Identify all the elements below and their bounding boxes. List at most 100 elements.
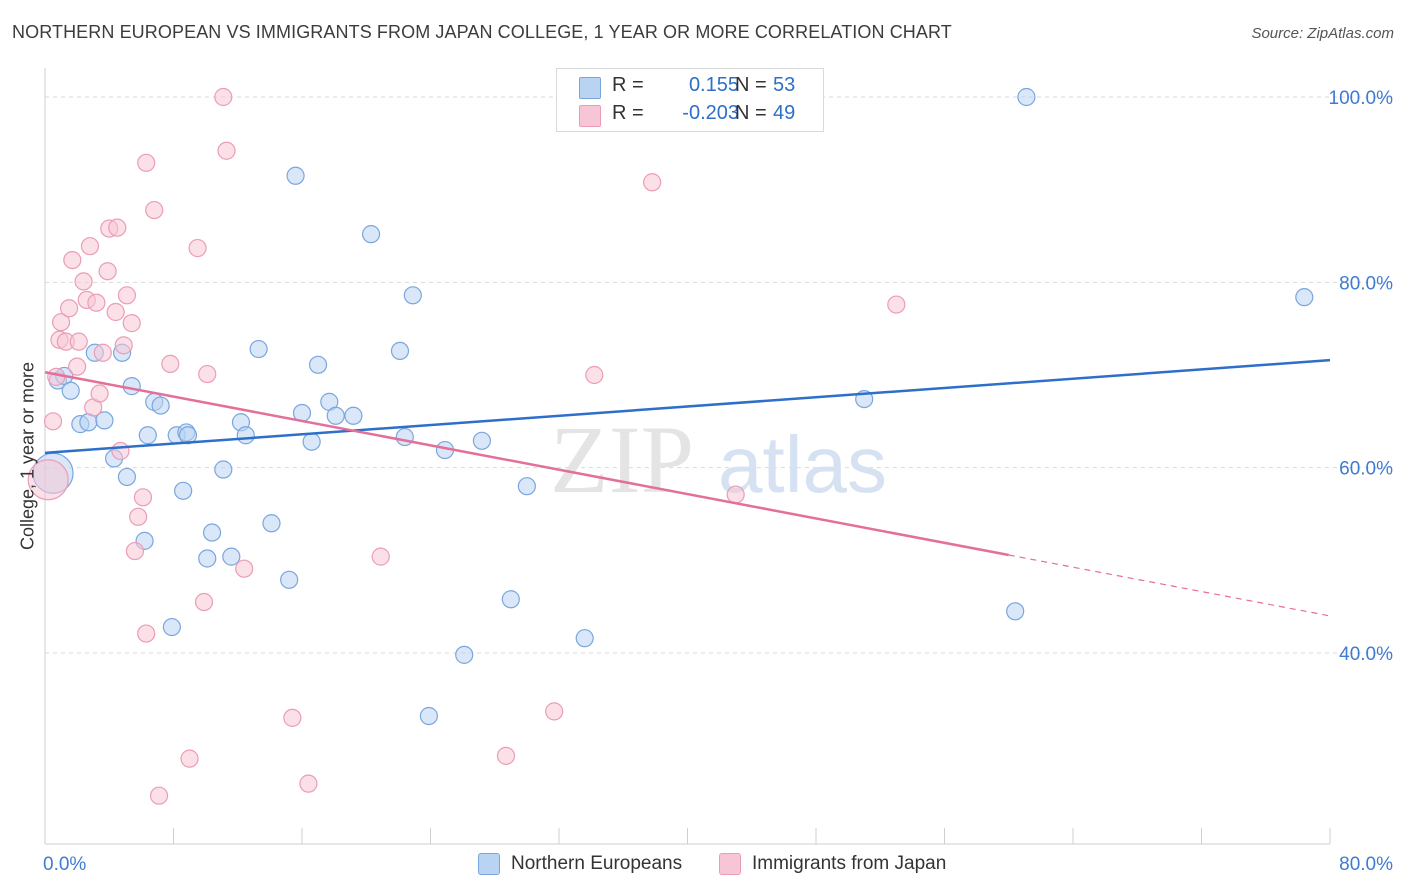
data-point	[117, 286, 137, 305]
data-point	[74, 272, 93, 291]
data-point	[280, 570, 299, 589]
data-point	[162, 617, 181, 637]
data-point	[125, 541, 145, 561]
data-point	[395, 427, 414, 447]
pink-swatch	[719, 853, 741, 875]
data-point	[1006, 602, 1025, 621]
series-northern-europeans	[32, 83, 1314, 726]
data-point	[302, 432, 321, 451]
data-point	[59, 299, 79, 318]
trend-lines	[44, 358, 1331, 617]
data-point	[137, 153, 156, 172]
x-tick-label-start: 0.0%	[43, 854, 86, 875]
x-tick-label-end: 80.0%	[1339, 854, 1393, 875]
data-point	[361, 225, 381, 244]
data-point	[145, 200, 164, 220]
data-point	[149, 786, 169, 805]
data-point	[129, 507, 148, 526]
pink-swatch	[579, 105, 601, 127]
data-point	[390, 341, 410, 361]
y-tick-label: 80.0%	[1339, 273, 1393, 294]
data-point	[286, 166, 305, 185]
legend-n-label: N =	[735, 102, 767, 124]
trend-line	[44, 358, 1331, 455]
y-tick-label: 60.0%	[1339, 459, 1393, 480]
blue-swatch	[579, 77, 601, 99]
data-point	[455, 645, 474, 664]
data-point	[90, 384, 109, 403]
data-point	[283, 708, 302, 727]
data-point	[61, 381, 80, 400]
legend-r-label: R =	[612, 74, 644, 96]
data-point	[235, 559, 254, 578]
data-point	[299, 774, 318, 793]
data-point	[108, 218, 127, 237]
data-point	[133, 488, 153, 507]
y-tick-labels: 100.0% 80.0% 60.0% 40.0%	[1329, 88, 1394, 665]
data-point	[419, 706, 438, 726]
data-point	[308, 355, 328, 374]
data-point	[585, 365, 604, 385]
legend-r-value: -0.203	[682, 102, 739, 124]
watermark-atlas: atlas	[718, 420, 887, 509]
data-point	[188, 238, 207, 258]
data-point	[137, 624, 156, 643]
bottom-legend-label: Immigrants from Japan	[752, 853, 947, 874]
data-point	[106, 302, 125, 322]
data-point	[114, 336, 133, 355]
watermark: ZIP atlas	[550, 406, 887, 513]
data-point	[214, 87, 233, 107]
blue-swatch	[478, 853, 500, 875]
data-point	[111, 441, 130, 461]
data-point	[80, 237, 100, 256]
data-point	[496, 746, 516, 765]
data-point	[98, 262, 117, 281]
data-point	[887, 295, 906, 314]
data-point	[69, 332, 88, 351]
data-point	[198, 549, 217, 568]
y-tick-label: 100.0%	[1329, 88, 1394, 109]
data-point	[43, 412, 63, 431]
data-point	[51, 313, 71, 332]
legend-n-label: N =	[735, 74, 767, 96]
legend-n-value: 53	[773, 74, 796, 96]
data-point	[27, 459, 69, 501]
legend-r-label: R =	[612, 102, 644, 124]
data-point	[643, 173, 662, 192]
y-axis-label: College, 1 year or more	[17, 361, 38, 551]
data-point	[371, 547, 390, 566]
data-point	[501, 590, 520, 609]
trend-line-solid	[44, 370, 1009, 557]
y-tick-label: 40.0%	[1339, 644, 1393, 665]
data-point	[344, 406, 363, 425]
data-point	[403, 286, 422, 305]
data-point	[214, 460, 233, 479]
chart-title: NORTHERN EUROPEAN VS IMMIGRANTS FROM JAP…	[12, 22, 952, 42]
series-immigrants-from-japan	[27, 87, 906, 805]
data-point	[1017, 87, 1036, 107]
bottom-legend-label: Northern Europeans	[511, 853, 683, 874]
data-point	[545, 702, 564, 721]
data-point	[47, 367, 66, 386]
x-tick-labels: 0.0% 80.0%	[43, 854, 1393, 875]
data-point	[63, 250, 82, 270]
data-point	[726, 485, 745, 504]
correlation-legend: R = 0.155 N = 53 R = -0.203 N = 49	[556, 68, 824, 132]
data-point	[117, 467, 137, 487]
data-point	[472, 431, 491, 450]
data-point	[151, 396, 170, 415]
data-point	[222, 547, 241, 566]
data-point	[1295, 288, 1314, 307]
data-point	[194, 592, 214, 612]
data-point	[122, 314, 141, 333]
legend-r-value: 0.155	[688, 74, 739, 96]
data-point	[217, 141, 236, 160]
data-point	[95, 411, 114, 430]
data-point	[262, 514, 281, 533]
data-point	[68, 357, 87, 376]
source-label: Source: ZipAtlas.com	[1251, 25, 1394, 42]
data-point	[202, 523, 222, 542]
data-point	[198, 364, 217, 384]
watermark-zip: ZIP	[550, 406, 694, 513]
